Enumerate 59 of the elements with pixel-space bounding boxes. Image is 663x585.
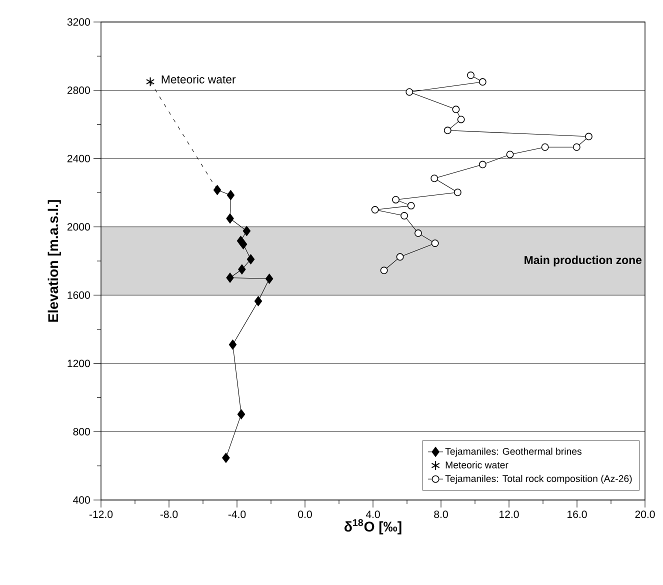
point (478, 160, 486, 168)
point (392, 196, 400, 204)
point (226, 213, 234, 224)
x-tick-label: 8.0 (434, 510, 448, 518)
point (457, 116, 465, 124)
y-tick-label: 1600 (68, 291, 90, 299)
point (380, 266, 388, 274)
point (238, 264, 246, 274)
point (237, 409, 246, 420)
point (246, 254, 255, 264)
point (222, 452, 230, 463)
y-tick-label: 3200 (67, 18, 90, 26)
y-tick-label: 2800 (67, 86, 90, 94)
point (467, 72, 474, 79)
x-tick-label: 16.0 (568, 510, 587, 518)
point (213, 184, 222, 196)
point (444, 126, 452, 134)
legend-label: Tejamaniles: Geothermal brines (445, 448, 582, 457)
point (585, 132, 592, 140)
point (478, 78, 486, 86)
point (506, 150, 514, 158)
x-axis-title: δ$^{18}$O [‰] (344, 519, 402, 534)
band-label: Main production zone (524, 256, 642, 266)
y-tick-label: 800 (73, 428, 90, 436)
point (371, 206, 379, 214)
point (226, 190, 235, 200)
point (431, 240, 439, 247)
x-tick-label: 4.0 (366, 510, 380, 518)
x-tick-label: -4.0 (228, 510, 246, 518)
point (228, 340, 237, 350)
point (254, 296, 262, 306)
point (146, 76, 155, 87)
legend-label: Tejamaniles: Total rock composition (Az-26) (445, 474, 632, 484)
x-tick-label: 12.0 (500, 510, 519, 518)
annotation: Meteoric water (162, 75, 236, 84)
point (452, 106, 460, 114)
point (226, 272, 234, 283)
point (396, 253, 404, 261)
point (406, 88, 414, 96)
y-tick-label: 2000 (67, 223, 90, 231)
point (242, 226, 251, 236)
point (407, 202, 415, 210)
point (400, 212, 408, 220)
point (414, 229, 422, 237)
point (454, 188, 462, 196)
point (541, 143, 549, 151)
x-tick-label: 0.0 (298, 510, 312, 518)
point (430, 174, 438, 182)
y-tick-label: 2400 (67, 154, 90, 162)
point (265, 274, 274, 284)
y-tick-label: 400 (73, 496, 90, 504)
y-tick-label: 1200 (68, 360, 90, 368)
x-tick-label: -12.0 (89, 510, 113, 518)
point (572, 143, 580, 151)
x-tick-label: -8.0 (160, 510, 178, 518)
point (239, 239, 248, 250)
legend-label: Meteoric water (446, 461, 508, 468)
y-axis-title: Elevation [m.a.s.l.] (48, 200, 61, 322)
x-tick-label: 20.0 (635, 510, 655, 518)
